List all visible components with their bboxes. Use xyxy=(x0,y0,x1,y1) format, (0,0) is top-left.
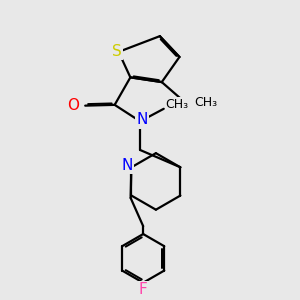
Text: S: S xyxy=(112,44,122,59)
Text: N: N xyxy=(121,158,132,173)
Text: O: O xyxy=(67,98,79,113)
Text: N: N xyxy=(136,112,147,127)
Text: F: F xyxy=(139,282,148,297)
Text: CH₃: CH₃ xyxy=(194,96,218,110)
Text: CH₃: CH₃ xyxy=(166,98,189,111)
